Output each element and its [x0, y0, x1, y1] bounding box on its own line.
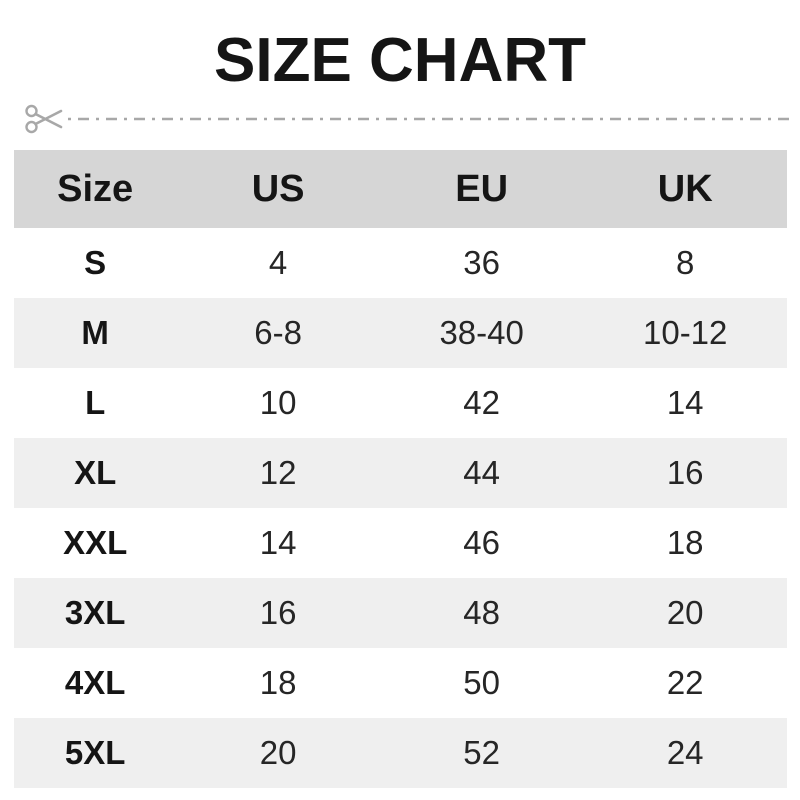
us-value: 14 — [259, 524, 297, 561]
us-value: 18 — [259, 664, 297, 701]
uk-value: 20 — [666, 594, 704, 631]
size-label: M — [81, 314, 109, 351]
table-header-row: Size US EU UK — [14, 150, 787, 228]
table-row-m: M 6-8 38-40 10-12 — [14, 298, 787, 368]
uk-value: 8 — [676, 244, 695, 281]
us-value: 12 — [259, 454, 297, 491]
size-label: 5XL — [64, 734, 126, 771]
us-value: 20 — [259, 734, 297, 771]
eu-value: 50 — [463, 664, 500, 701]
uk-value: 16 — [666, 454, 704, 491]
table-row-l: L 10 42 14 — [14, 368, 787, 438]
eu-value: 52 — [463, 734, 500, 771]
column-header-uk: UK — [657, 167, 713, 210]
table-row-s: S 4 36 8 — [14, 228, 787, 298]
eu-value: 36 — [463, 244, 500, 281]
scissors-icon — [25, 104, 63, 134]
size-label: 4XL — [64, 664, 126, 701]
eu-value: 46 — [463, 524, 500, 561]
size-label: S — [84, 244, 107, 281]
table-row-5xl: 5XL 20 52 24 — [14, 718, 787, 788]
size-label: XXL — [63, 524, 128, 561]
us-value: 10 — [259, 384, 297, 421]
uk-value: 18 — [666, 524, 704, 561]
column-header-eu: EU — [455, 167, 509, 210]
size-chart-page: SIZE CHART Size US EU UK S 4 36 8 M 6-8 — [0, 30, 800, 800]
cut-line — [24, 96, 790, 142]
eu-value: 48 — [463, 594, 500, 631]
table-row-xxl: XXL 14 46 18 — [14, 508, 787, 578]
page-title: SIZE CHART — [214, 26, 586, 95]
us-value: 6-8 — [254, 314, 302, 351]
size-table: Size US EU UK S 4 36 8 M 6-8 38-40 10-12… — [14, 150, 787, 788]
size-label: 3XL — [64, 594, 126, 631]
us-value: 16 — [259, 594, 297, 631]
uk-value: 10-12 — [642, 314, 728, 351]
eu-value: 38-40 — [439, 314, 524, 351]
uk-value: 22 — [666, 664, 704, 701]
dashed-cut-line — [68, 117, 790, 121]
eu-value: 42 — [463, 384, 500, 421]
column-header-us: US — [251, 167, 305, 210]
table-row-xl: XL 12 44 16 — [14, 438, 787, 508]
us-value: 4 — [268, 244, 288, 281]
uk-value: 24 — [666, 734, 704, 771]
column-header-size: Size — [57, 167, 134, 210]
size-label: XL — [74, 454, 117, 491]
size-label: L — [85, 384, 106, 421]
uk-value: 14 — [666, 384, 704, 421]
table-row-4xl: 4XL 18 50 22 — [14, 648, 787, 718]
table-row-3xl: 3XL 16 48 20 — [14, 578, 787, 648]
eu-value: 44 — [463, 454, 500, 491]
